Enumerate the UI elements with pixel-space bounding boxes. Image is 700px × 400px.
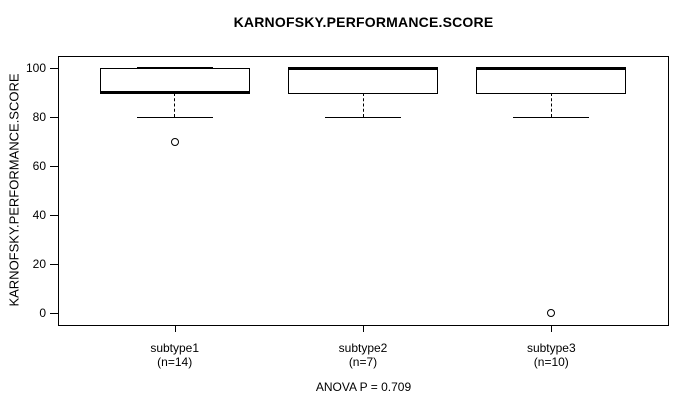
category-label: subtype1 — [150, 341, 200, 355]
median-line — [99, 91, 250, 94]
whisker-cap-low — [136, 117, 213, 118]
whisker-line — [550, 92, 552, 117]
anova-annotation: ANOVA P = 0.709 — [315, 380, 412, 394]
x-tick-label: subtype3 (n=10) — [481, 341, 621, 369]
x-tick-mark — [551, 326, 553, 332]
y-tick-label: 20 — [32, 257, 46, 271]
whisker-cap-high — [136, 67, 213, 69]
y-tick-mark — [50, 264, 58, 265]
category-count-label: (n=7) — [348, 355, 378, 369]
category-count-label: (n=14) — [157, 355, 193, 369]
y-tick-label: 60 — [32, 159, 46, 173]
y-tick-label: 40 — [32, 208, 46, 222]
box — [99, 68, 250, 94]
y-tick-mark — [50, 215, 58, 216]
x-tick-mark — [174, 326, 176, 332]
y-tick-label: 80 — [32, 110, 46, 124]
whisker-line — [174, 92, 176, 117]
y-tick-label: 0 — [39, 306, 46, 320]
box — [476, 68, 627, 94]
median-line — [476, 66, 627, 70]
y-tick-mark — [50, 313, 58, 314]
median-line — [288, 66, 438, 70]
category-count-label: (n=10) — [533, 355, 569, 369]
outlier-point — [170, 137, 179, 146]
outlier-point — [547, 309, 556, 317]
x-tick-label: subtype1 (n=14) — [105, 341, 245, 369]
box — [288, 68, 438, 94]
y-tick-mark — [50, 117, 58, 118]
y-tick-label: 100 — [25, 61, 46, 75]
plot-area — [58, 56, 669, 326]
x-tick-mark — [363, 326, 364, 332]
chart-title: KARNOFSKY.PERFORMANCE.SCORE — [233, 14, 494, 30]
whisker-line — [362, 92, 364, 117]
category-label: subtype2 — [338, 341, 388, 355]
y-tick-mark — [50, 166, 58, 167]
whisker-cap-low — [325, 117, 401, 118]
whisker-cap-low — [513, 117, 590, 118]
y-tick-mark — [50, 68, 58, 69]
category-label: subtype3 — [526, 341, 576, 355]
x-tick-label: subtype2 (n=7) — [293, 341, 433, 369]
